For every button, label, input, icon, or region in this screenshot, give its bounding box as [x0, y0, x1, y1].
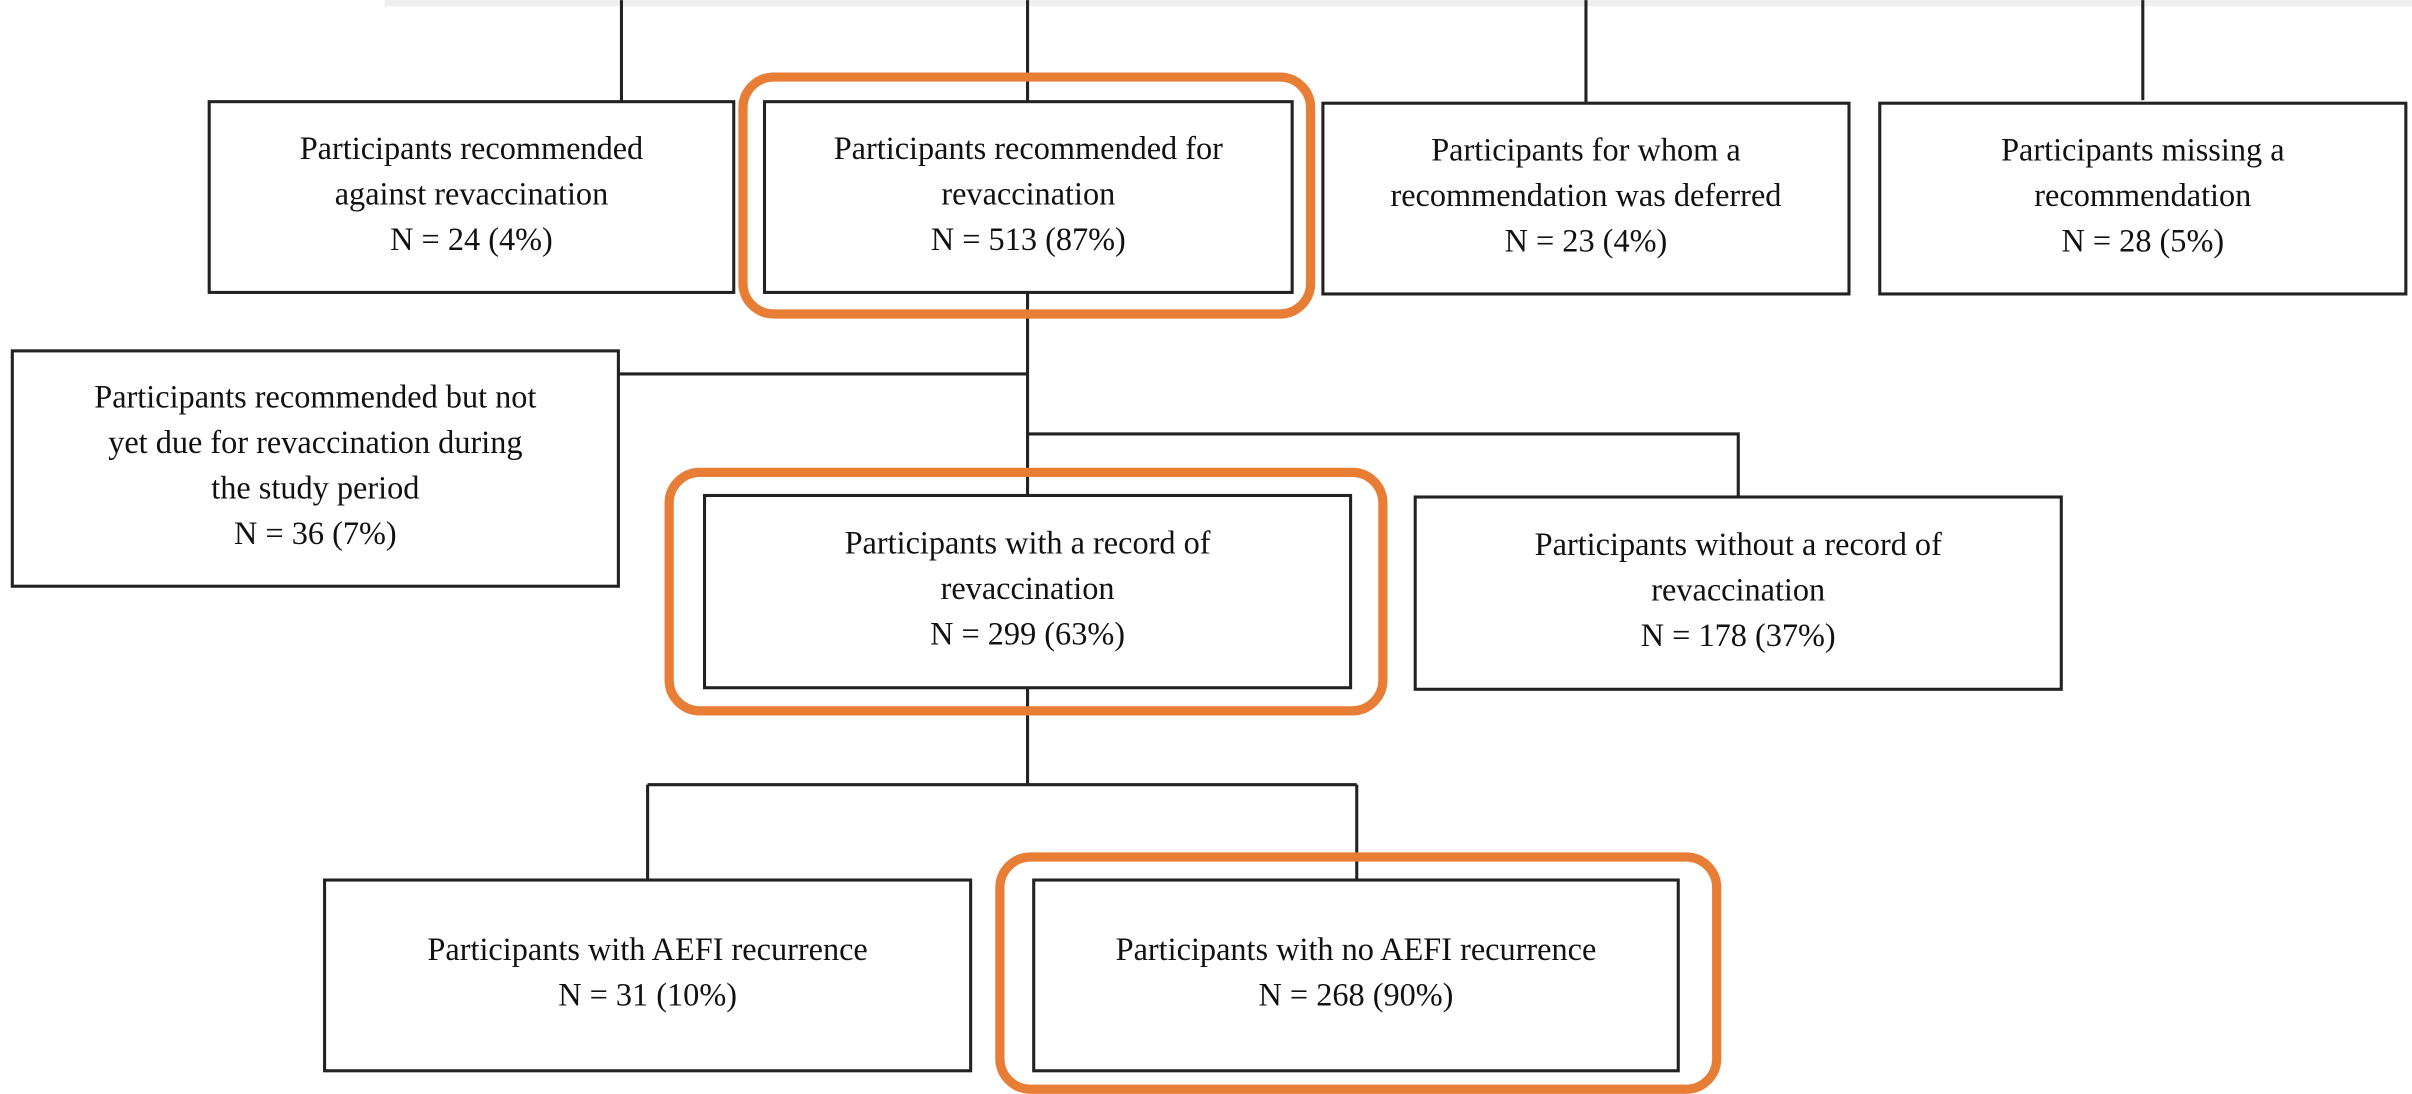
node-box: [1878, 101, 2408, 296]
node: Participants with AEFI recurrence N = 31 …: [323, 878, 973, 1073]
node-label: Participants recommended for: [834, 130, 1223, 166]
highlight: [738, 72, 1316, 319]
node-label: recommendation was deferred: [1390, 177, 1781, 213]
node-label: recommendation: [2034, 177, 2251, 213]
node-label: Participants for whom a: [1431, 131, 1740, 167]
node-label: N = 299 (63%): [930, 616, 1125, 652]
top-band: [384, 0, 2412, 7]
node-label: Participants recommended but not: [94, 379, 536, 415]
node-box: [762, 100, 1294, 294]
node-label: Participants with a record of: [845, 524, 1211, 560]
node-box: [323, 878, 973, 1073]
node: Participants for whom a recommendation wa…: [1321, 101, 1851, 296]
node: Participants without a record of revaccin…: [1413, 495, 2063, 691]
node-label: revaccination: [941, 570, 1115, 606]
node: Participants with no AEFI recurrence N = …: [1032, 878, 1680, 1073]
node-label: N = 28 (5%): [2061, 223, 2224, 259]
node-label: N = 513 (87%): [931, 221, 1126, 257]
node: Participants with a record of revaccinati…: [702, 493, 1353, 690]
node-label: Participants with no AEFI recurrence: [1116, 931, 1597, 967]
node-label: yet due for revaccination during: [108, 424, 522, 460]
bottom-connectors: [646, 687, 1359, 881]
top-connectors: [619, 0, 2145, 104]
node-label: Participants with AEFI recurrence: [427, 931, 867, 967]
node-label: N = 23 (4%): [1505, 223, 1668, 259]
highlight: [995, 852, 1722, 1094]
node: Participants recommended for revaccinatio…: [762, 100, 1294, 294]
node-box: [1032, 878, 1680, 1073]
node-label: N = 31 (10%): [558, 977, 737, 1013]
node-label: N = 178 (37%): [1641, 617, 1836, 653]
highlights: [664, 72, 1722, 1094]
node: Participants recommended against revaccin…: [207, 100, 736, 294]
node-box: [1413, 495, 2063, 691]
node-label: against revaccination: [335, 175, 609, 211]
node-label: Participants recommended: [300, 130, 644, 166]
node-box: [207, 100, 736, 294]
node: Participants missing a recommendation N = …: [1878, 101, 2408, 296]
node-box: [702, 493, 1353, 690]
node-label: N = 24 (4%): [390, 221, 553, 257]
connectors: [618, 0, 2145, 881]
node-label: N = 36 (7%): [234, 515, 397, 551]
node-label: N = 268 (90%): [1259, 977, 1454, 1013]
node-label: revaccination: [1651, 572, 1825, 608]
node-label: Participants missing a: [2001, 131, 2284, 167]
node-box: [10, 349, 620, 588]
node: Participants recommended but not yet due …: [10, 349, 620, 588]
mid-connectors: [618, 292, 1740, 498]
node-label: the study period: [211, 470, 419, 506]
node-label: Participants without a record of: [1535, 526, 1942, 562]
node-box: [1321, 101, 1851, 296]
highlight: [664, 467, 1388, 716]
boxes: Participants recommended against revaccin…: [10, 100, 2408, 1073]
node-label: revaccination: [941, 175, 1115, 211]
